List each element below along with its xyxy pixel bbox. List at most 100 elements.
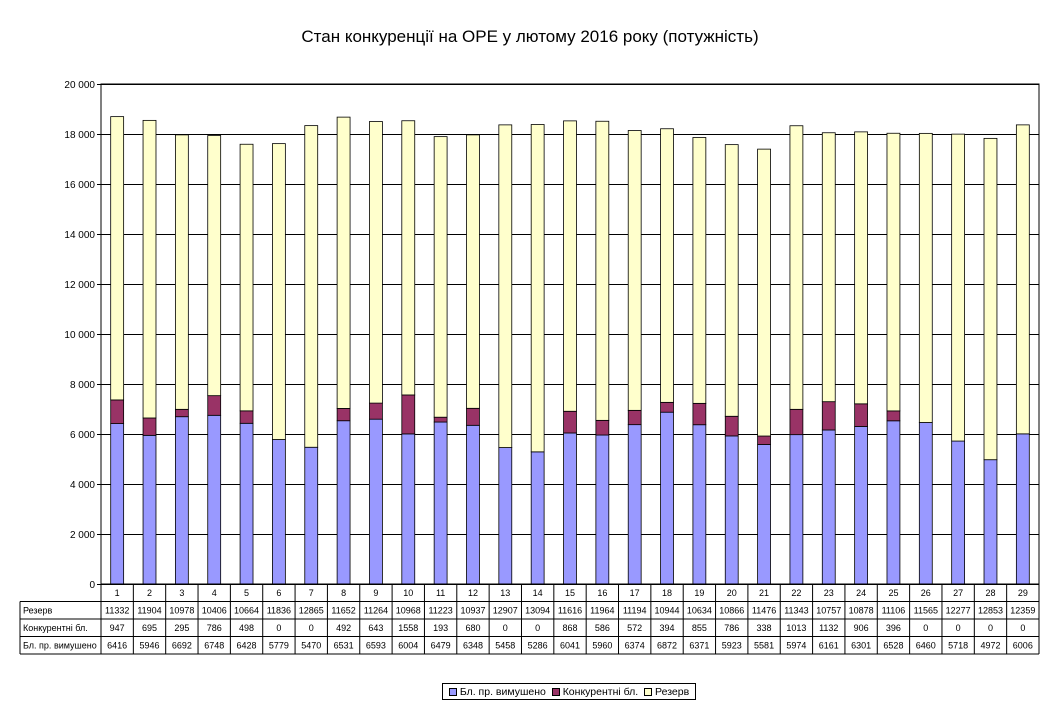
bar-segment bbox=[789, 434, 804, 585]
bar-segment bbox=[692, 424, 707, 585]
bar-segment bbox=[854, 426, 868, 585]
category-label: 6 bbox=[276, 588, 281, 598]
bar-segment bbox=[433, 416, 448, 423]
data-label: 5581 bbox=[754, 640, 774, 650]
data-label: 4972 bbox=[980, 640, 1000, 650]
table-row-label: Резерв bbox=[23, 605, 52, 615]
bar-segment bbox=[983, 459, 998, 585]
table-row-label: Конкурентні бл. bbox=[23, 623, 88, 633]
bar-segment bbox=[466, 407, 480, 426]
bar-segment bbox=[821, 132, 836, 403]
y-tick-label: 18 000 bbox=[64, 130, 95, 141]
data-label: 6531 bbox=[334, 640, 354, 650]
bar-segment bbox=[336, 420, 351, 585]
data-label: 11836 bbox=[267, 605, 291, 615]
data-label: 10937 bbox=[460, 605, 485, 615]
category-label: 20 bbox=[727, 588, 737, 598]
data-label: 6872 bbox=[657, 640, 677, 650]
category-label: 17 bbox=[630, 588, 640, 598]
data-label: 1558 bbox=[398, 623, 418, 633]
data-label: 11964 bbox=[590, 605, 614, 615]
category-label: 29 bbox=[1018, 588, 1028, 598]
category-label: 18 bbox=[662, 588, 672, 598]
data-label: 12359 bbox=[1010, 605, 1035, 615]
bar-segment bbox=[854, 403, 868, 427]
category-label: 11 bbox=[436, 588, 445, 598]
bar-segment bbox=[886, 410, 901, 422]
data-label: 396 bbox=[886, 623, 901, 633]
bar-segment bbox=[595, 419, 610, 436]
data-label: 10866 bbox=[719, 605, 744, 615]
bar-segment bbox=[595, 434, 610, 585]
y-tick-label: 10 000 bbox=[64, 330, 95, 341]
bar-segment bbox=[110, 399, 125, 424]
category-label: 15 bbox=[565, 588, 575, 598]
data-label: 6748 bbox=[204, 640, 224, 650]
bar-segment bbox=[174, 134, 189, 410]
bar-segment bbox=[627, 130, 642, 411]
data-label: 6301 bbox=[851, 640, 871, 650]
data-label: 906 bbox=[854, 623, 869, 633]
data-label: 0 bbox=[923, 623, 928, 633]
data-label: 947 bbox=[110, 623, 125, 633]
data-label: 5960 bbox=[592, 640, 612, 650]
bar-segment bbox=[692, 402, 707, 426]
bar-segment bbox=[692, 137, 707, 404]
bar-segment bbox=[918, 132, 933, 423]
bar-segment bbox=[466, 424, 480, 585]
bar-segment bbox=[821, 429, 836, 585]
data-label: 643 bbox=[368, 623, 383, 633]
category-label: 24 bbox=[856, 588, 866, 598]
bar-segment bbox=[886, 132, 901, 412]
y-tick-label: 4 000 bbox=[70, 480, 95, 491]
bar-segment bbox=[401, 120, 416, 396]
bar-segment bbox=[724, 144, 739, 417]
category-label: 10 bbox=[403, 588, 413, 598]
bar-segment bbox=[336, 116, 351, 409]
bar-segment bbox=[918, 422, 933, 585]
data-label: 0 bbox=[503, 623, 508, 633]
data-label: 6004 bbox=[398, 640, 418, 650]
data-label: 394 bbox=[660, 623, 675, 633]
data-label: 5458 bbox=[495, 640, 515, 650]
bar-segment bbox=[757, 435, 771, 445]
data-label: 6416 bbox=[107, 640, 127, 650]
data-label: 586 bbox=[595, 623, 610, 633]
category-label: 4 bbox=[212, 588, 217, 598]
data-label: 6041 bbox=[560, 640, 580, 650]
y-tick-label: 20 000 bbox=[64, 80, 95, 91]
data-label: 5718 bbox=[948, 640, 968, 650]
bar-segment bbox=[724, 415, 739, 437]
bar-segment bbox=[563, 410, 577, 434]
bar-segment bbox=[660, 128, 674, 403]
bar-segment bbox=[627, 409, 642, 426]
category-label: 2 bbox=[147, 588, 152, 598]
y-tick-label: 6 000 bbox=[70, 430, 95, 441]
category-label: 16 bbox=[597, 588, 607, 598]
bar-segment bbox=[498, 447, 513, 585]
data-label: 786 bbox=[724, 623, 739, 633]
bar-segment bbox=[142, 434, 157, 585]
data-label: 11476 bbox=[752, 605, 776, 615]
bar-segment bbox=[498, 124, 513, 448]
bar-segment bbox=[854, 131, 868, 405]
bar-segment bbox=[207, 395, 222, 416]
data-label: 1132 bbox=[819, 623, 838, 633]
data-label: 855 bbox=[692, 623, 707, 633]
bar-segment bbox=[239, 143, 254, 412]
data-label: 868 bbox=[562, 623, 577, 633]
category-label: 25 bbox=[888, 588, 898, 598]
data-label: 10978 bbox=[169, 605, 194, 615]
bars bbox=[110, 116, 1030, 585]
bar-segment bbox=[1015, 433, 1030, 585]
data-label: 11616 bbox=[558, 605, 582, 615]
legend-label: Резерв bbox=[655, 685, 690, 698]
data-label: 695 bbox=[142, 623, 157, 633]
data-label: 10944 bbox=[655, 605, 680, 615]
legend-item: Конкурентні бл. bbox=[551, 686, 638, 698]
category-label: 21 bbox=[759, 588, 769, 598]
legend: Бл. пр. вимушено Конкурентні бл. Резерв bbox=[442, 683, 696, 700]
category-label: 19 bbox=[694, 588, 704, 598]
data-label: 6428 bbox=[237, 640, 257, 650]
legend-label: Бл. пр. вимушено bbox=[459, 685, 546, 698]
